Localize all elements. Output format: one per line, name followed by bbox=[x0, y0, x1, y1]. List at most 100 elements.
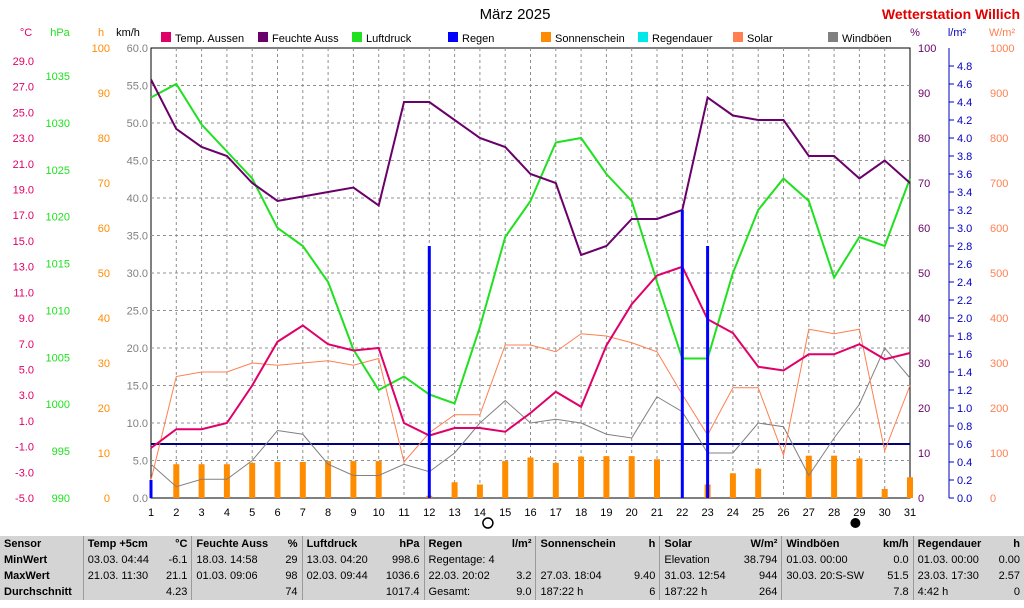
stats-cell bbox=[781, 584, 876, 600]
temp-axis-tick: 17.0 bbox=[13, 210, 34, 222]
stats-cell: 2.57 bbox=[998, 570, 1020, 582]
stats-cell: 4:42 h bbox=[912, 584, 992, 600]
solar-axis-tick: 200 bbox=[990, 403, 1008, 415]
pressure-axis-tick: 1015 bbox=[46, 259, 70, 271]
solar-axis-tick: 0 bbox=[990, 493, 996, 505]
day-axis-tick: 13 bbox=[448, 507, 460, 519]
solar-axis-tick: 300 bbox=[990, 358, 1008, 370]
humidity-axis-tick: 50 bbox=[918, 268, 930, 280]
solar-axis-tick: 100 bbox=[990, 448, 1008, 460]
sunshine-bar bbox=[274, 462, 281, 498]
sunshine-bar bbox=[325, 461, 332, 498]
rain-axis-tick: 2.2 bbox=[957, 295, 972, 307]
stats-cell: 0 bbox=[1013, 586, 1020, 598]
temp-axis-tick: 3.0 bbox=[19, 390, 34, 402]
day-axis-tick: 17 bbox=[550, 507, 562, 519]
sunshine-bar bbox=[578, 456, 585, 498]
rain-axis-tick: 0.6 bbox=[957, 439, 972, 451]
sun-axis-unit: h bbox=[98, 27, 104, 39]
stats-cell: 01.03. 00:00 bbox=[912, 552, 992, 568]
day-axis-tick: 11 bbox=[398, 507, 409, 519]
stats-cell: 4.23 bbox=[166, 586, 188, 598]
stats-cell: 01.03. 00:00 bbox=[781, 552, 876, 568]
wind-axis-tick: 15.0 bbox=[127, 381, 148, 393]
sun-axis-tick: 10 bbox=[98, 448, 110, 460]
legend-label: Regen bbox=[462, 33, 494, 45]
temp-axis-tick: 29.0 bbox=[13, 56, 34, 68]
stats-cell bbox=[82, 584, 160, 600]
solar-axis-tick: 700 bbox=[990, 178, 1008, 190]
stats-row-avg: Durchschnitt 4.23 74 1017.4 Gesamt: 9.0 … bbox=[0, 584, 1024, 600]
day-axis-tick: 2 bbox=[173, 507, 179, 519]
day-axis-tick: 15 bbox=[499, 507, 511, 519]
temp-axis-tick: 11.0 bbox=[13, 287, 34, 299]
stats-cell: 3.2 bbox=[516, 570, 532, 582]
rain-axis-unit: l/m² bbox=[948, 27, 967, 39]
stats-cell: 0.00 bbox=[998, 554, 1020, 566]
sunshine-bar bbox=[628, 456, 635, 498]
temp-axis-tick: 27.0 bbox=[13, 82, 34, 94]
sunshine-bar bbox=[476, 484, 483, 498]
wind-axis-tick: 0.0 bbox=[133, 493, 148, 505]
sun-axis-tick: 100 bbox=[92, 43, 110, 55]
rain-axis-tick: 2.0 bbox=[957, 313, 972, 325]
stats-header-rain: Regen bbox=[423, 536, 506, 552]
sunshine-bar bbox=[729, 473, 736, 498]
stats-cell bbox=[191, 584, 280, 600]
temperature-line bbox=[150, 265, 911, 449]
legend-label: Regendauer bbox=[652, 33, 713, 45]
day-axis-tick: 3 bbox=[199, 507, 205, 519]
stats-row-label: MaxWert bbox=[4, 570, 50, 582]
pressure-axis-tick: 1000 bbox=[46, 399, 70, 411]
stats-cell: 27.03. 18:04 bbox=[535, 568, 628, 584]
pressure-line bbox=[150, 82, 911, 405]
stats-cell: 0.0 bbox=[893, 554, 909, 566]
sun-axis-tick: 0 bbox=[104, 493, 110, 505]
sun-axis-tick: 20 bbox=[98, 403, 110, 415]
humidity-axis-tick: 30 bbox=[918, 358, 930, 370]
stats-cell: 38.794 bbox=[743, 554, 778, 566]
day-axis-tick: 10 bbox=[373, 507, 385, 519]
humidity-axis-tick: 20 bbox=[918, 403, 930, 415]
humidity-axis-unit: % bbox=[910, 27, 920, 39]
rain-axis-tick: 0.0 bbox=[957, 493, 972, 505]
stats-cell: 51.5 bbox=[887, 570, 909, 582]
legend-label: Solar bbox=[747, 33, 773, 45]
temp-axis-tick: 15.0 bbox=[13, 236, 34, 248]
day-axis-tick: 12 bbox=[423, 507, 435, 519]
wind-axis-tick: 50.0 bbox=[127, 118, 148, 130]
stats-cell: Gesamt: bbox=[423, 584, 506, 600]
sunshine-bar bbox=[502, 461, 509, 498]
sunshine-bar bbox=[223, 464, 230, 498]
stats-cell: -6.1 bbox=[168, 554, 188, 566]
rain-axis-tick: 0.2 bbox=[957, 475, 972, 487]
rain-axis-tick: 2.8 bbox=[957, 241, 972, 253]
rain-axis-tick: 4.4 bbox=[957, 97, 972, 109]
sunshine-bar bbox=[856, 458, 863, 498]
temp-axis-tick: 13.0 bbox=[13, 262, 34, 274]
solar-axis-unit: W/m² bbox=[989, 27, 1016, 39]
day-axis-tick: 7 bbox=[300, 507, 306, 519]
stats-header-humidity-unit: % bbox=[287, 538, 298, 550]
windgust-line bbox=[150, 347, 911, 488]
solar-axis-tick: 900 bbox=[990, 88, 1008, 100]
day-axis-tick: 19 bbox=[600, 507, 612, 519]
day-axis-tick: 31 bbox=[904, 507, 916, 519]
stats-cell: 9.0 bbox=[516, 586, 532, 598]
weather-chart: 29.027.025.023.021.019.017.015.013.011.0… bbox=[13, 27, 1016, 529]
stats-cell: 187:22 h bbox=[659, 584, 736, 600]
rain-axis-tick: 4.2 bbox=[957, 115, 972, 127]
sunshine-bar bbox=[173, 464, 180, 498]
sunshine-bar bbox=[451, 482, 458, 498]
humidity-axis-tick: 100 bbox=[918, 43, 936, 55]
wind-axis-tick: 20.0 bbox=[127, 343, 148, 355]
new-moon-icon bbox=[850, 518, 861, 528]
humidity-axis-tick: 10 bbox=[918, 448, 930, 460]
station-name: Wetterstation Willich bbox=[881, 6, 1020, 22]
day-axis-tick: 21 bbox=[651, 507, 663, 519]
temp-axis-tick: 1.0 bbox=[19, 416, 34, 428]
sunshine-bar bbox=[603, 456, 610, 498]
day-axis-tick: 22 bbox=[676, 507, 688, 519]
sun-axis-tick: 70 bbox=[98, 178, 110, 190]
rain-bar bbox=[680, 210, 684, 498]
